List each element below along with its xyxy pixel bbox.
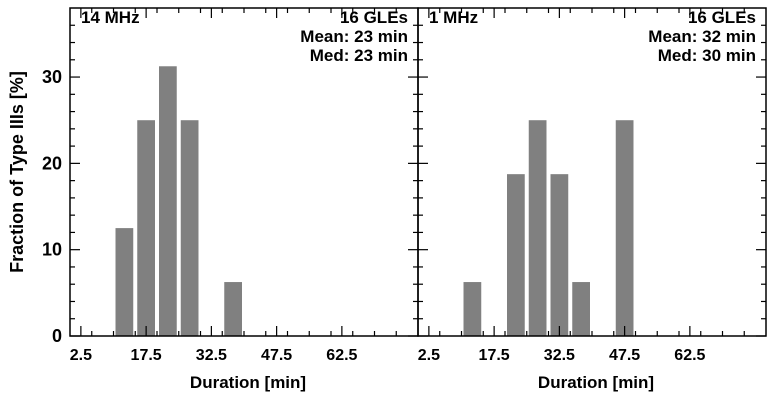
x-axis-label-1: Duration [min]: [190, 373, 306, 392]
x-tick-label-1-4: 47.5: [261, 347, 292, 364]
x-tick-label-2-5: 62.5: [674, 347, 705, 364]
bar-2-1: [463, 282, 482, 336]
x-tick-label-1-2: 17.5: [131, 347, 162, 364]
y-axis-label: Fraction of Type IIIs [%]: [7, 71, 27, 273]
bar-1-1: [115, 228, 134, 336]
x-tick-label-2-1: 2.5: [418, 347, 440, 364]
x-tick-label-2-4: 47.5: [609, 347, 640, 364]
x-axis-label-2: Duration [min]: [538, 373, 654, 392]
panel-stat-1-3: Med: 23 min: [310, 46, 408, 65]
bar-1-3: [159, 66, 177, 337]
y-tick-label-1: 0: [52, 326, 62, 346]
x-tick-label-1-5: 62.5: [326, 347, 357, 364]
bar-2-3: [507, 174, 525, 336]
bar-2-8: [615, 120, 634, 336]
panel-stat-1-2: Mean: 23 min: [300, 27, 408, 46]
x-tick-label-2-2: 17.5: [479, 347, 510, 364]
y-tick-label-4: 30: [42, 67, 62, 87]
x-tick-label-1-1: 2.5: [70, 347, 92, 364]
panel-stat-2-3: Med: 30 min: [658, 46, 756, 65]
bar-1-4: [180, 120, 199, 336]
bar-2-5: [550, 174, 569, 336]
panel-stat-2-2: Mean: 32 min: [648, 27, 756, 46]
bar-1-6: [224, 282, 242, 336]
panel-label-2: 1 MHz: [429, 8, 478, 27]
bar-1-2: [137, 120, 155, 336]
panel-stat-1-1: 16 GLEs: [340, 8, 408, 27]
bar-2-6: [572, 282, 590, 336]
panel-label-1: 14 MHz: [81, 8, 140, 27]
bar-2-4: [528, 120, 547, 336]
x-tick-label-1-3: 32.5: [196, 347, 227, 364]
y-tick-label-3: 20: [42, 153, 62, 173]
x-tick-label-2-3: 32.5: [544, 347, 575, 364]
y-tick-label-2: 10: [42, 240, 62, 260]
panel-stat-2-1: 16 GLEs: [688, 8, 756, 27]
